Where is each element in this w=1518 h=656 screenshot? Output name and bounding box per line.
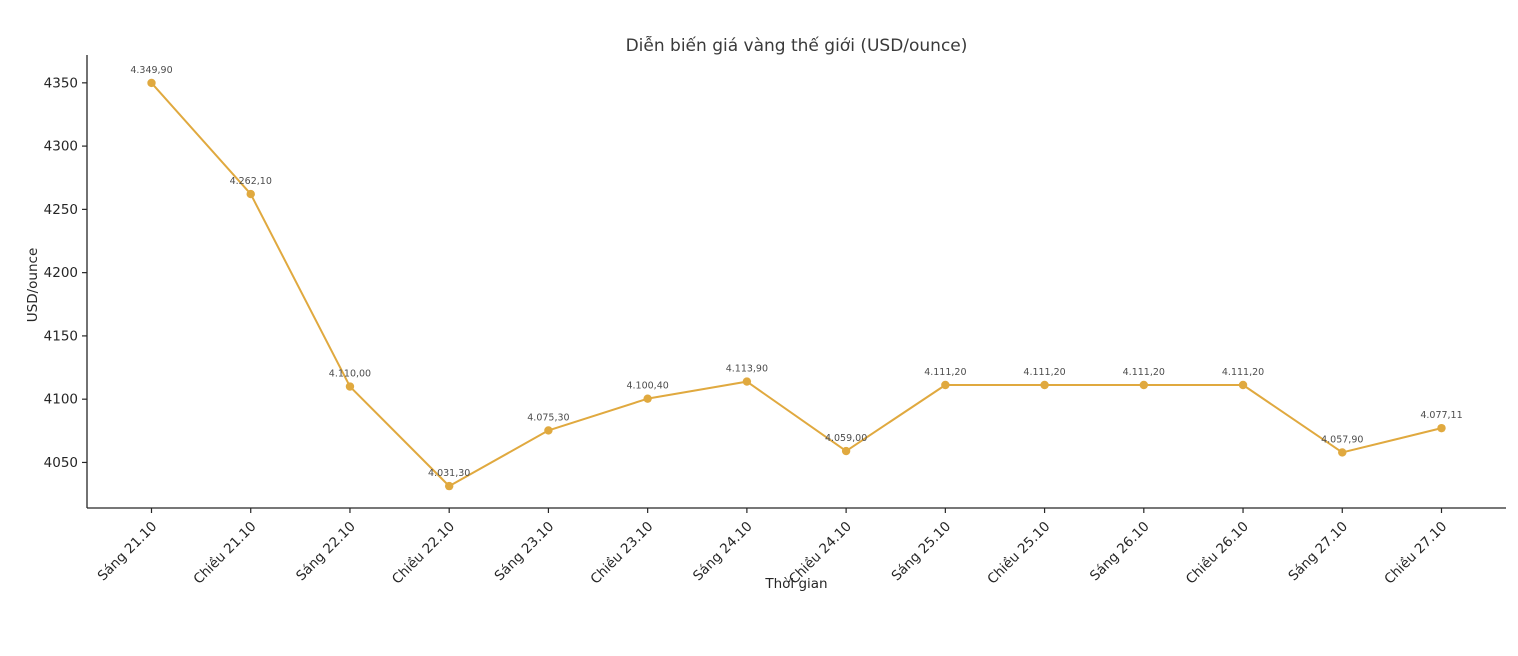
data-point-marker [444,481,454,491]
data-point-marker [1139,380,1149,390]
y-axis-tick-label: 4300 [44,139,78,155]
x-axis-tick-label: Sáng 24.10 [690,519,756,585]
x-axis-tick-label: Sáng 27.10 [1285,519,1351,585]
data-point-label: 4.075,30 [527,412,569,423]
data-point-marker [742,377,752,386]
data-point-marker [544,426,553,435]
y-axis-tick-label: 4050 [44,455,78,471]
data-point-marker [1040,380,1049,390]
data-point-label: 4.349,90 [130,65,172,76]
data-point-marker [147,78,156,88]
data-point-label: 4.111,20 [1023,367,1065,378]
data-point-label: 4.077,11 [1420,410,1462,421]
data-point-label: 4.057,90 [1321,434,1363,445]
y-axis-title: USD/ounce [25,247,41,323]
data-point-label: 4.111,20 [1222,367,1264,378]
data-point-label: 4.110,00 [329,369,371,380]
x-axis-title: Thời gian [765,576,828,592]
data-point-marker [643,394,652,403]
data-point-marker [1437,423,1446,433]
chart-title: Diễn biến giá vàng thế giới (USD/ounce) [625,36,968,56]
y-axis-tick-label: 4150 [44,328,78,344]
data-point-marker [1238,380,1248,390]
y-axis-tick-label: 4200 [44,265,78,281]
y-axis-tick-label: 4250 [44,202,78,218]
x-axis-tick-label: Sáng 25.10 [888,519,954,585]
data-point-marker [1338,448,1347,457]
data-point-label: 4.113,90 [726,364,768,375]
y-axis-tick-label: 4100 [44,392,78,408]
data-point-label: 4.111,20 [924,367,966,378]
x-axis-tick-label: Sáng 23.10 [492,519,558,585]
x-axis-tick-label: Sáng 22.10 [293,519,359,585]
data-point-marker [246,189,255,199]
data-point-label: 4.262,10 [230,176,272,187]
data-point-label: 4.111,20 [1123,367,1165,378]
x-axis-tick-label: Sáng 21.10 [95,519,161,585]
data-point-marker [841,446,851,456]
data-point-label: 4.031,30 [428,468,470,479]
data-point-marker [345,382,355,391]
data-point-label: 4.100,40 [626,381,668,392]
x-axis-tick-label: Sáng 26.10 [1087,519,1153,585]
data-point-label: 4.059,00 [825,433,867,444]
data-point-marker [941,380,950,390]
price-line [150,81,1443,488]
y-axis-tick-label: 4350 [44,75,78,91]
